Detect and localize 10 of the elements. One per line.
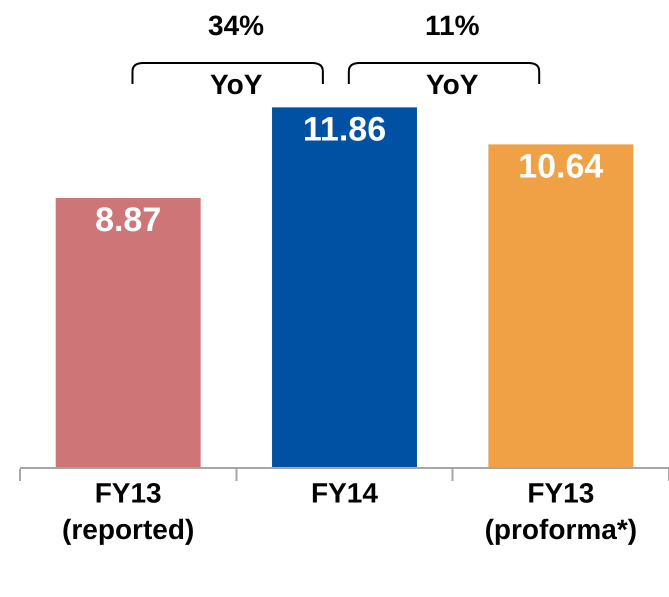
- annotation: YoY: [210, 69, 263, 100]
- x-tick-label: FY14: [311, 478, 378, 509]
- x-tick-label: FY13 (reported): [62, 478, 194, 545]
- data-label: 10.64: [518, 147, 604, 186]
- data-label: 8.87: [95, 201, 162, 240]
- data-label: 11.86: [302, 110, 386, 148]
- x-tick-label: FY13 (proforma*): [484, 478, 638, 545]
- annotation: 34%: [208, 10, 264, 41]
- annotation: YoY: [426, 69, 479, 100]
- annotation: 11%: [425, 10, 480, 41]
